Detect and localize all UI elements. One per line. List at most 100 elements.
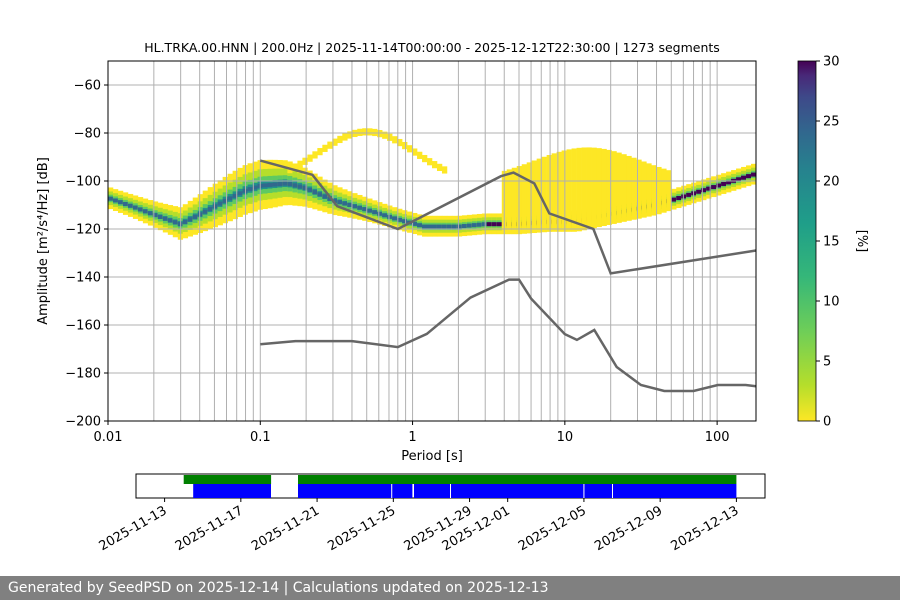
- timeline-tick-label: 2025-11-13: [97, 503, 170, 554]
- heatmap-mode-cell: [307, 187, 313, 192]
- y-axis-ticks: −200 −180 −160 −140 −120 −100 −80 −60: [65, 79, 108, 430]
- heatmap-mode-cell: [716, 183, 722, 188]
- colorbar-label: [%]: [854, 230, 869, 253]
- heatmap-mode-cell: [451, 224, 458, 229]
- heatmap-sparse-cell: [611, 151, 617, 224]
- heatmap-sparse-cell: [402, 141, 408, 150]
- heatmap-mode-cell: [461, 224, 468, 229]
- heatmap-mode-cell: [496, 222, 503, 227]
- heatmap-mode-cell: [267, 182, 273, 187]
- heatmap-mode-cell: [287, 182, 293, 187]
- noise-model-curves: [259, 159, 757, 393]
- heatmap-sparse-cell: [541, 156, 547, 232]
- colorbar-tick-label: 25: [823, 115, 840, 130]
- heatmap-mode-cell: [132, 205, 139, 210]
- heatmap-mode-cell: [157, 214, 164, 219]
- psd-plot-area: 0.01 0.1 1 10 100 −200 −180 −160 −140 −120 −100 −8…: [65, 60, 757, 445]
- heatmap-sparse-cell: [661, 168, 667, 213]
- heatmap-mode-cell: [347, 202, 353, 207]
- heatmap-sparse-cell: [412, 148, 418, 156]
- heatmap-mode-cell: [262, 183, 268, 188]
- footer-banner: Generated by SeedPSD on 2025-12-14 | Cal…: [0, 576, 900, 600]
- heatmap-mode-cell: [387, 214, 393, 219]
- psd-used-bar: [193, 484, 271, 498]
- heatmap-mode-cell: [252, 185, 258, 190]
- heatmap-sparse-cell: [626, 155, 632, 221]
- timeline-tick-label: 2025-12-05: [516, 503, 589, 554]
- timeline-tick-label: 2025-11-21: [249, 503, 322, 554]
- heatmap-mode-cell: [147, 211, 154, 216]
- heatmap-sparse-cell: [606, 149, 612, 225]
- colorbar: 0 5 10 15 20 25 30 [%]: [797, 55, 869, 430]
- heatmap-sparse-cell: [387, 133, 393, 141]
- heatmap-sparse-cell: [531, 160, 537, 233]
- y-tick-label: −180: [65, 367, 101, 382]
- heatmap-mode-cell: [671, 197, 677, 202]
- heatmap-mode-cell: [282, 181, 288, 186]
- y-tick-label: −140: [65, 271, 101, 286]
- heatmap-mode-cell: [441, 224, 448, 229]
- colorbar-tick-label: 5: [823, 355, 831, 370]
- heatmap-sparse-cell: [641, 161, 647, 218]
- heatmap-sparse-cell: [566, 149, 572, 232]
- heatmap-mode-cell: [137, 207, 144, 212]
- heatmap-mode-cell: [197, 212, 203, 217]
- figure: HL.TRKA.00.HNN | 200.0Hz | 2025-11-14T00…: [36, 40, 869, 554]
- heatmap-mode-cell: [741, 175, 747, 180]
- heatmap-mode-cell: [701, 188, 707, 193]
- heatmap-sparse-cell: [357, 128, 363, 136]
- heatmap-mode-cell: [337, 200, 343, 205]
- plot-background: [108, 61, 756, 421]
- heatmap-sparse-cell: [581, 147, 587, 230]
- heatmap-sparse-cell: [407, 145, 413, 153]
- timeline-tick-label: 2025-12-13: [668, 503, 741, 554]
- heatmap-sparse-cell: [631, 157, 637, 220]
- heatmap-mode-cell: [207, 206, 213, 211]
- heatmap-sparse-cell: [576, 147, 582, 231]
- heatmap-mode-cell: [352, 204, 358, 209]
- heatmap-mode-cell: [117, 200, 124, 205]
- psd-used-bar: [414, 484, 737, 498]
- y-tick-label: −60: [74, 79, 101, 94]
- heatmap-mode-cell: [122, 202, 129, 207]
- heatmap-mode-cell: [182, 219, 189, 224]
- heatmap-sparse-cell: [436, 163, 443, 172]
- heatmap-mode-cell: [466, 223, 473, 228]
- heatmap-mode-cell: [332, 198, 338, 203]
- heatmap-sparse-cell: [526, 162, 532, 234]
- heatmap-mode-cell: [357, 205, 363, 210]
- colorbar-tick-label: 0: [823, 415, 831, 430]
- heatmap-mode-cell: [342, 201, 348, 206]
- heatmap-mode-cell: [377, 211, 383, 216]
- heatmap-sparse-cell: [432, 161, 438, 169]
- heatmap-mode-cell: [162, 216, 169, 221]
- heatmap-mode-cell: [711, 185, 717, 190]
- timeline-tick-label: 2025-11-17: [173, 503, 246, 554]
- heatmap-sparse-cell: [327, 141, 333, 149]
- heatmap-sparse-cell: [307, 154, 313, 162]
- heatmap-sparse-cell: [506, 169, 513, 234]
- heatmap-mode-cell: [187, 217, 194, 222]
- heatmap-mode-cell: [277, 182, 283, 187]
- plot-frame: [107, 60, 757, 422]
- data-available-bar: [298, 475, 737, 484]
- heatmap-sparse-cell: [586, 147, 592, 229]
- heatmap-mode-cell: [721, 181, 727, 186]
- heatmap-sparse-cell: [571, 148, 577, 232]
- heatmap-sparse-cell: [312, 151, 318, 159]
- heatmap-mode-cell: [167, 218, 174, 223]
- heatmap-mode-cell: [152, 213, 159, 218]
- x-tick-label: 0.1: [250, 430, 271, 445]
- heatmap-mode-cell: [202, 209, 208, 214]
- colorbar-tick-label: 15: [823, 235, 840, 250]
- heatmap-mode-cell: [108, 196, 114, 201]
- heatmap-mode-cell: [676, 196, 682, 201]
- heatmap-mode-cell: [432, 224, 438, 229]
- heatmap-mode-cell: [486, 222, 493, 227]
- heatmap-sparse-cell: [546, 155, 552, 232]
- heatmap-sparse-cell: [561, 150, 567, 232]
- heatmap-sparse-cell: [427, 158, 433, 166]
- heatmap-mode-cell: [417, 223, 423, 228]
- heatmap-mode-cell: [237, 191, 243, 196]
- heatmap-sparse-cell: [297, 160, 303, 168]
